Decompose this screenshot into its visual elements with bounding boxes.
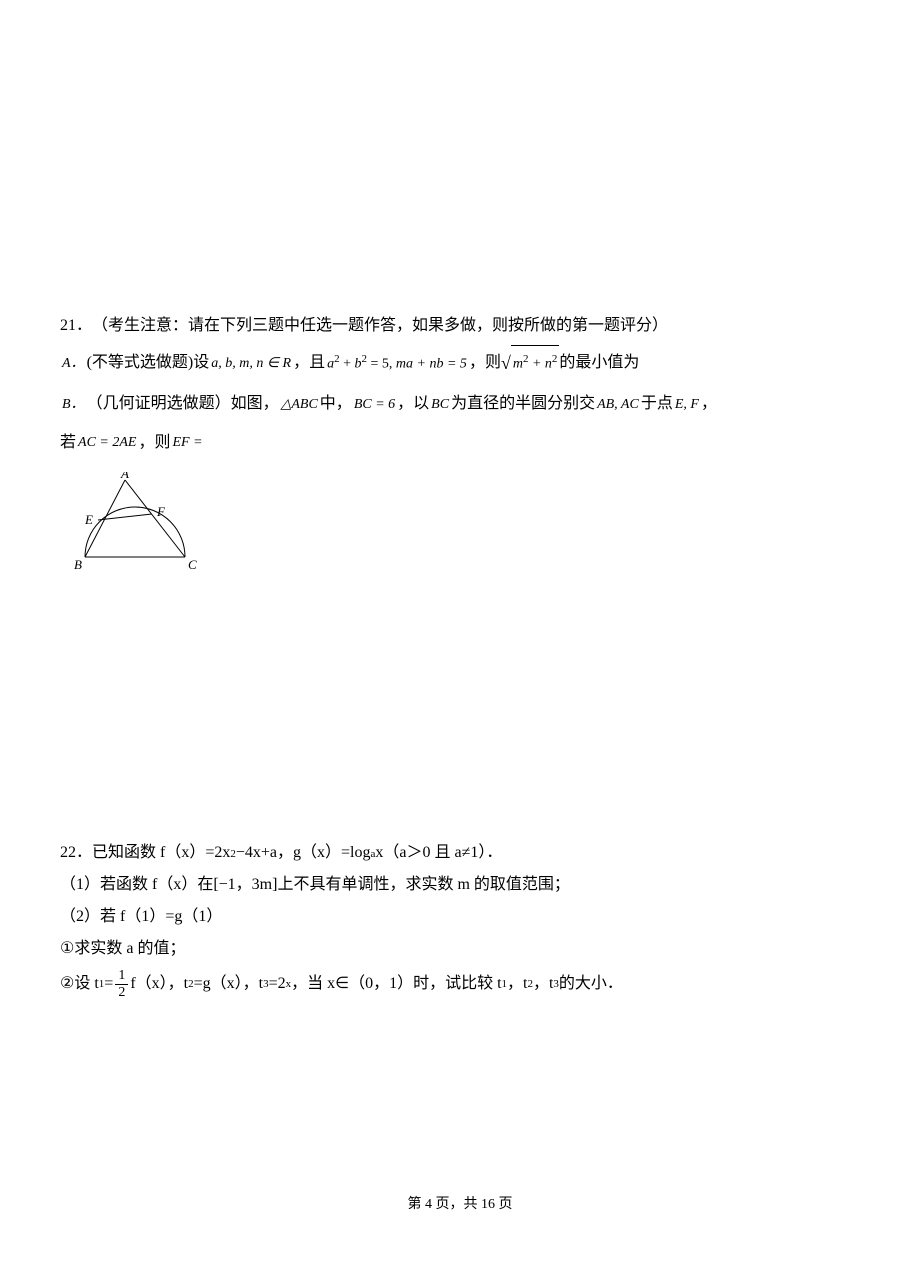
sub2-mid4: ，当 x∈（0，1）时，试比较 t bbox=[291, 965, 501, 1003]
sqrt-icon: √ bbox=[501, 342, 511, 385]
sub1-text: 求实数 a 的值； bbox=[74, 933, 185, 965]
problem-22-part1: （1）若函数 f（x）在[−1，3m]上不具有单调性，求实数 m 的取值范围； bbox=[60, 869, 860, 901]
svg-text:A: A bbox=[120, 472, 129, 481]
part-b-label: B． bbox=[60, 388, 87, 422]
part-b-math3: BC bbox=[429, 388, 451, 422]
footer-total: 16 bbox=[481, 1197, 495, 1212]
part-a-mid1: ，且 bbox=[293, 344, 325, 382]
problem-22-intro-suffix: x（a＞0 且 a≠1）． bbox=[375, 837, 502, 869]
spacer bbox=[60, 617, 860, 817]
problem-21-part-b-line2: 若 AC = 2AE ，则 EF = bbox=[60, 424, 860, 462]
sub2-label: ② bbox=[60, 965, 74, 1003]
footer-prefix: 第 bbox=[408, 1197, 426, 1212]
problem-21-part-a: A． (不等式选做题)设 a, b, m, n ∈ R ，且 a2 + b2 =… bbox=[60, 342, 860, 385]
part-b-mid1: 中， bbox=[320, 385, 352, 423]
problem-21-heading: 21． （考生注意：请在下列三题中任选一题作答，如果多做，则按所做的第一题评分） bbox=[60, 310, 860, 342]
part-b-mid2: ，以 bbox=[397, 385, 429, 423]
math-manb: ma + nb = 5 bbox=[396, 357, 467, 372]
part-b-mid4: 于点 bbox=[641, 385, 673, 423]
part1-text: （1）若函数 f（x）在[−1，3m]上不具有单调性，求实数 m 的取值范围； bbox=[60, 869, 570, 901]
part-b-line2-math1: AC = 2AE bbox=[76, 426, 138, 460]
problem-21-part-b-line1: B． （几何证明选做题）如图， △ABC 中， BC = 6 ，以 BC 为直径… bbox=[60, 385, 860, 423]
svg-text:B: B bbox=[74, 557, 82, 572]
math-plus: + bbox=[340, 357, 355, 372]
part-b-math4: AB, AC bbox=[595, 388, 641, 422]
problem-21-number: 21． bbox=[60, 310, 92, 342]
triangle-svg: A B C E F bbox=[70, 472, 200, 572]
svg-text:C: C bbox=[188, 557, 197, 572]
problem-22-part2: （2）若 f（1）=g（1） bbox=[60, 901, 860, 933]
part-b-line2-mid: ，则 bbox=[138, 424, 170, 462]
footer-suffix: 页 bbox=[495, 1197, 513, 1212]
sub2-mid5: ，t bbox=[507, 965, 527, 1003]
problem-21: 21． （考生注意：请在下列三题中任选一题作答，如果多做，则按所做的第一题评分）… bbox=[60, 310, 860, 577]
svg-text:F: F bbox=[156, 504, 166, 519]
sub2-mid3: =2 bbox=[269, 965, 286, 1003]
page-content: 21． （考生注意：请在下列三题中任选一题作答，如果多做，则按所做的第一题评分）… bbox=[60, 0, 860, 1003]
triangle-diagram: A B C E F bbox=[70, 472, 860, 577]
footer-mid: 页，共 bbox=[432, 1197, 481, 1212]
part-b-line2-prefix: 若 bbox=[60, 424, 76, 462]
part-b-math5: E, F bbox=[673, 388, 701, 422]
part-b-math2: BC = 6 bbox=[352, 388, 397, 422]
problem-22-intro-mid1: −4x+a，g（x）=log bbox=[236, 837, 371, 869]
sub2-prefix: 设 t bbox=[74, 965, 98, 1003]
part-b-math1: △ABC bbox=[279, 388, 320, 422]
problem-22-intro-prefix: 已知函数 f（x）=2x bbox=[92, 837, 230, 869]
problem-22: 22． 已知函数 f（x）=2x2−4x+a，g（x）=logax（a＞0 且 … bbox=[60, 837, 860, 1003]
svg-text:E: E bbox=[84, 512, 93, 527]
part2-text: （2）若 f（1）=g（1） bbox=[60, 901, 222, 933]
math-b: b bbox=[355, 357, 362, 372]
frac-den: 2 bbox=[115, 985, 128, 1000]
fraction-half: 1 2 bbox=[115, 968, 128, 1000]
sub2-mid2: =g（x），t bbox=[194, 965, 263, 1003]
problem-21-intro: （考生注意：请在下列三题中任选一题作答，如果多做，则按所做的第一题评分） bbox=[92, 310, 668, 342]
math-m: m bbox=[513, 357, 523, 372]
problem-22-number: 22． bbox=[60, 837, 92, 869]
math-plus2: + bbox=[528, 357, 544, 372]
part-a-sqrt: √ m2 + n2 bbox=[501, 342, 559, 385]
part-a-math1: a, b, m, n ∈ R bbox=[209, 347, 293, 381]
problem-22-sub2: ② 设 t1= 1 2 f（x），t2=g（x），t3=2x，当 x∈（0，1）… bbox=[60, 965, 860, 1003]
sub2-mid1: f（x），t bbox=[130, 965, 188, 1003]
sub1-label: ① bbox=[60, 933, 74, 965]
part-a-label: A． bbox=[60, 347, 87, 381]
sub2-eq: = bbox=[104, 965, 113, 1003]
part-b-line2-math2: EF = bbox=[170, 426, 204, 460]
sub2-suffix: 的大小． bbox=[559, 965, 623, 1003]
sqrt-content: m2 + n2 bbox=[511, 345, 560, 381]
math-eq5: = 5, bbox=[367, 357, 396, 372]
part-a-math2: a2 + b2 = 5, ma + nb = 5 bbox=[325, 346, 469, 381]
frac-num: 1 bbox=[115, 968, 128, 984]
math-n: n bbox=[545, 357, 552, 372]
part-b-prefix: （几何证明选做题）如图， bbox=[87, 385, 279, 423]
part-a-suffix: 的最小值为 bbox=[559, 344, 639, 382]
part-a-mid2: ，则 bbox=[469, 344, 501, 382]
problem-22-heading: 22． 已知函数 f（x）=2x2−4x+a，g（x）=logax（a＞0 且 … bbox=[60, 837, 860, 869]
problem-22-sub1: ① 求实数 a 的值； bbox=[60, 933, 860, 965]
footer-page: 4 bbox=[425, 1197, 432, 1212]
page-footer: 第 4 页，共 16 页 bbox=[0, 1193, 920, 1213]
sub2-mid6: ，t bbox=[533, 965, 553, 1003]
part-b-mid3: 为直径的半圆分别交 bbox=[451, 385, 595, 423]
part-a-prefix: (不等式选做题)设 bbox=[87, 344, 210, 382]
part-b-suffix: ， bbox=[701, 385, 717, 423]
